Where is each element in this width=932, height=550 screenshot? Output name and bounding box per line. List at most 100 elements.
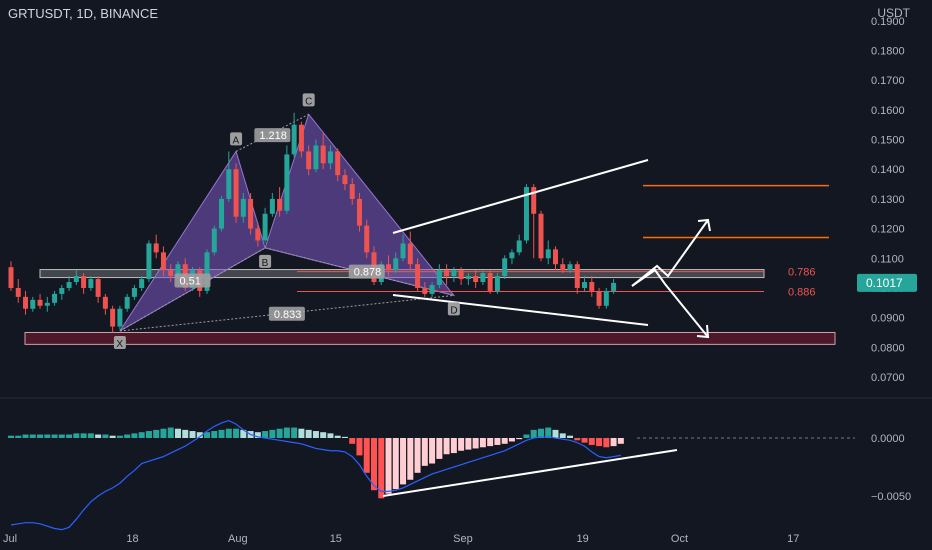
price-axis-tick: 0.1200 bbox=[871, 224, 905, 236]
candle-body bbox=[487, 273, 493, 291]
candle-body bbox=[436, 270, 442, 285]
candle-body bbox=[349, 184, 355, 199]
candle-body bbox=[603, 290, 609, 306]
histogram-bar bbox=[487, 438, 494, 447]
histogram-bar bbox=[356, 438, 363, 456]
price-axis-tick: 0.1600 bbox=[871, 105, 905, 117]
histogram-bar bbox=[254, 432, 261, 438]
histogram-bar bbox=[305, 429, 312, 438]
histogram-bar bbox=[109, 435, 116, 438]
candle-body bbox=[102, 296, 108, 309]
candle-body bbox=[73, 276, 79, 283]
candle-body bbox=[415, 264, 421, 288]
candle-body bbox=[146, 243, 152, 280]
time-axis-tick: 18 bbox=[126, 533, 138, 545]
candle-body bbox=[393, 258, 399, 271]
candle-body bbox=[175, 264, 181, 277]
candle-body bbox=[444, 270, 450, 277]
candle-body bbox=[313, 145, 319, 170]
candle-body bbox=[226, 169, 232, 199]
histogram-bar bbox=[334, 435, 341, 438]
histogram-bar bbox=[138, 432, 145, 438]
candle-body bbox=[211, 228, 217, 253]
candle-body bbox=[298, 124, 304, 152]
harmonic-point-label: A bbox=[233, 135, 240, 146]
histogram-bar bbox=[537, 428, 544, 438]
candle-body bbox=[574, 264, 580, 288]
candle-body bbox=[37, 299, 43, 306]
candle-body bbox=[219, 198, 225, 229]
candle-body bbox=[560, 264, 566, 271]
histogram-bar bbox=[414, 438, 421, 473]
histogram-bar bbox=[204, 432, 211, 438]
histogram-bar bbox=[603, 438, 610, 448]
harmonic-point-label: X bbox=[116, 339, 123, 350]
price-axis-tick: 0.1400 bbox=[871, 164, 905, 176]
wedge-lower-trendline bbox=[392, 294, 649, 326]
histogram-bar bbox=[174, 428, 181, 438]
histogram-bar bbox=[225, 428, 232, 438]
histogram-bar bbox=[196, 432, 203, 438]
candle-body bbox=[153, 243, 159, 253]
candle-body bbox=[262, 213, 268, 241]
chart-title: GRTUSDT, 1D, BINANCE bbox=[8, 6, 159, 21]
time-axis-tick: 17 bbox=[787, 533, 799, 545]
histogram-bar bbox=[95, 434, 102, 438]
histogram-bar bbox=[610, 438, 617, 447]
histogram-bar bbox=[436, 438, 443, 459]
candle-body bbox=[589, 282, 595, 291]
bullish-projection-arrow bbox=[631, 219, 709, 287]
divergence-trendline bbox=[382, 449, 678, 497]
candle-body bbox=[52, 293, 58, 303]
candle-body bbox=[502, 258, 508, 277]
fib-level-label: 0.786 bbox=[788, 267, 816, 279]
histogram-bar bbox=[131, 433, 138, 438]
candle-body bbox=[248, 198, 254, 229]
harmonic-xab-triangle bbox=[119, 150, 266, 332]
harmonic-point-badge bbox=[113, 335, 126, 349]
histogram-bar bbox=[349, 438, 356, 444]
candle-body bbox=[611, 282, 617, 291]
candle-body bbox=[8, 267, 14, 288]
histogram-bar bbox=[363, 438, 370, 473]
price-axis-tick: 0.1700 bbox=[871, 75, 905, 87]
harmonic-ratio-badge bbox=[348, 264, 385, 279]
price-axis-tick: 0.1800 bbox=[871, 46, 905, 58]
histogram-bar bbox=[160, 428, 167, 438]
candle-body bbox=[204, 252, 210, 291]
last-price-badge bbox=[857, 273, 917, 292]
candle-body bbox=[582, 282, 588, 288]
histogram-bar bbox=[124, 434, 131, 438]
histogram-bar bbox=[145, 431, 152, 438]
candle-body bbox=[117, 308, 123, 327]
candle-body bbox=[306, 151, 312, 170]
harmonic-ratio-badge bbox=[268, 306, 305, 321]
candle-body bbox=[523, 187, 529, 241]
harmonic-point-badge bbox=[447, 302, 460, 316]
histogram-bar bbox=[400, 438, 407, 485]
histogram-bar bbox=[269, 429, 276, 438]
histogram-bar bbox=[291, 427, 298, 438]
candle-body bbox=[335, 151, 341, 176]
price-axis-tick: 0.1500 bbox=[871, 135, 905, 147]
osc-axis-tick: −0.0050 bbox=[871, 491, 911, 503]
harmonic-ratio-label: 0.51 bbox=[180, 276, 201, 288]
candle-body bbox=[15, 287, 21, 297]
histogram-bar bbox=[44, 434, 51, 438]
histogram-bar bbox=[189, 431, 196, 438]
price-axis-tick: 0.1900 bbox=[871, 16, 905, 28]
time-axis-tick: Jul bbox=[3, 533, 17, 545]
histogram-bar bbox=[262, 431, 269, 438]
histogram-bar bbox=[58, 434, 65, 438]
histogram-bar bbox=[276, 428, 283, 438]
candle-body bbox=[458, 270, 464, 280]
candle-body bbox=[567, 264, 573, 271]
histogram-bar bbox=[312, 431, 319, 438]
histogram-bar bbox=[320, 432, 327, 438]
histogram-bar bbox=[371, 438, 377, 491]
price-axis-tick: 0.1300 bbox=[871, 194, 905, 206]
candle-body bbox=[596, 290, 602, 306]
histogram-bar bbox=[211, 431, 218, 438]
candle-body bbox=[531, 187, 537, 214]
